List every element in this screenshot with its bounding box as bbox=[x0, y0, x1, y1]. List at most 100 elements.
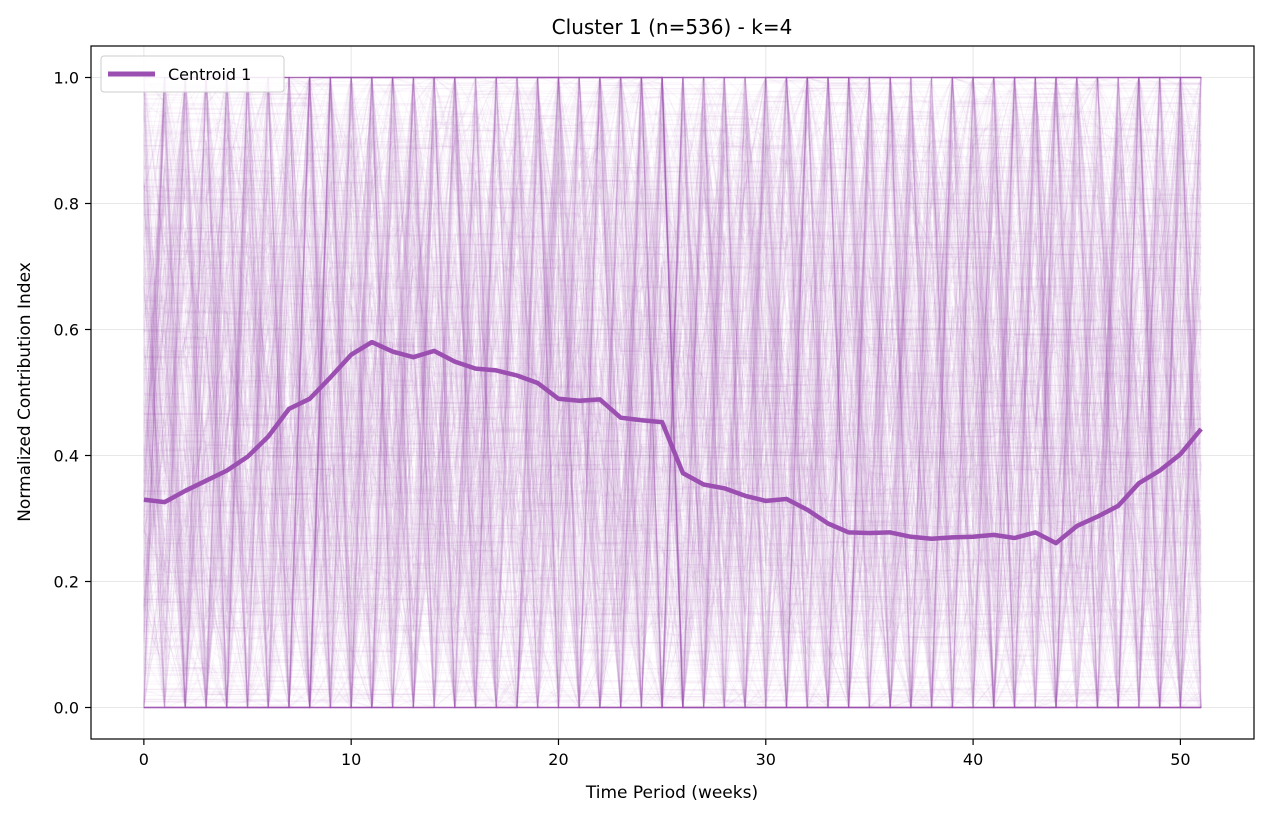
centroid-1-line bbox=[143, 339, 1203, 546]
individual-series-line bbox=[143, 76, 1202, 708]
individual-series-line bbox=[143, 75, 1202, 709]
individual-series-line bbox=[143, 76, 1202, 709]
individual-series-line bbox=[143, 76, 1202, 709]
individual-series-line bbox=[143, 76, 1202, 709]
y-axis-label: Normalized Contribution Index bbox=[15, 262, 35, 522]
individual-series-line bbox=[143, 76, 1202, 709]
individual-series-line bbox=[143, 77, 1202, 709]
individual-series-line bbox=[143, 76, 1202, 709]
individual-series-line bbox=[143, 76, 1202, 708]
individual-series-line bbox=[143, 76, 1202, 709]
individual-series-line bbox=[143, 76, 1202, 708]
individual-series-line bbox=[143, 76, 1202, 709]
individual-series-line bbox=[143, 76, 1202, 709]
individual-series-line bbox=[143, 76, 1202, 709]
individual-series-line bbox=[143, 77, 1202, 661]
individual-series-line bbox=[143, 76, 1202, 709]
individual-series-line bbox=[143, 77, 1202, 709]
individual-series-line bbox=[143, 76, 1202, 708]
individual-series-line bbox=[143, 77, 1202, 709]
individual-series-line bbox=[143, 76, 1202, 709]
individual-series-line bbox=[143, 76, 1202, 709]
individual-series-line bbox=[143, 75, 1202, 709]
individual-series-line bbox=[143, 76, 1202, 709]
individual-series-line bbox=[143, 77, 1202, 709]
individual-series-line bbox=[143, 76, 1202, 709]
individual-series-line bbox=[143, 76, 1202, 709]
individual-series-line bbox=[143, 77, 1202, 709]
individual-series-line bbox=[143, 76, 1202, 709]
individual-series-line bbox=[143, 76, 1202, 709]
y-tick-label: 0.4 bbox=[54, 447, 79, 466]
individual-series-lines bbox=[143, 75, 1202, 710]
individual-series-line bbox=[143, 76, 1202, 709]
individual-series-line bbox=[143, 76, 1202, 710]
individual-series-line bbox=[143, 77, 1202, 708]
individual-series-line bbox=[143, 76, 1202, 709]
individual-series-line bbox=[143, 76, 1202, 709]
individual-series-line bbox=[143, 76, 1202, 709]
individual-series-line bbox=[143, 77, 1202, 708]
individual-series-line bbox=[143, 76, 1202, 709]
individual-series-line bbox=[143, 76, 1202, 709]
individual-series-line bbox=[143, 76, 1202, 709]
individual-series-line bbox=[143, 76, 1202, 709]
individual-series-line bbox=[143, 156, 1202, 709]
individual-series-line bbox=[143, 76, 1202, 710]
individual-series-line bbox=[143, 77, 1202, 708]
individual-series-line bbox=[143, 109, 1202, 709]
individual-series-line bbox=[143, 76, 1202, 708]
individual-series-line bbox=[143, 76, 1202, 709]
individual-series-line bbox=[143, 76, 1202, 709]
individual-series-line bbox=[143, 77, 1202, 709]
individual-series-line bbox=[143, 76, 1202, 709]
individual-series-line bbox=[143, 76, 1202, 709]
individual-series-line bbox=[143, 116, 1202, 708]
individual-series-line bbox=[143, 76, 1202, 709]
individual-series-line bbox=[143, 76, 1202, 709]
individual-series-line bbox=[143, 76, 1202, 709]
individual-series-line bbox=[143, 82, 1202, 709]
individual-series-line bbox=[143, 77, 1202, 709]
plot-frame bbox=[90, 45, 1255, 740]
individual-series-line bbox=[143, 77, 1202, 709]
individual-series-line bbox=[143, 77, 1202, 708]
individual-series-line bbox=[143, 88, 1202, 709]
individual-series-line bbox=[143, 77, 1202, 709]
individual-series-line bbox=[143, 76, 1202, 709]
individual-series-line bbox=[143, 77, 1202, 708]
individual-series-line bbox=[143, 75, 1202, 693]
individual-series-line bbox=[143, 76, 1202, 709]
individual-series-line bbox=[143, 76, 1202, 709]
individual-series-line bbox=[143, 75, 1202, 709]
individual-series-line bbox=[143, 76, 1202, 652]
individual-series-line bbox=[143, 76, 1202, 685]
individual-series-line bbox=[143, 76, 1202, 709]
individual-series-line bbox=[143, 80, 1202, 709]
individual-series-line bbox=[143, 76, 1202, 709]
individual-series-line bbox=[143, 77, 1202, 709]
y-tick-label: 0.0 bbox=[54, 699, 79, 718]
individual-series-line bbox=[143, 76, 1202, 709]
individual-series-line bbox=[143, 76, 1202, 709]
individual-series-line bbox=[143, 76, 1202, 708]
individual-series-line bbox=[143, 76, 1202, 709]
individual-series-line bbox=[143, 76, 1202, 709]
individual-series-line bbox=[143, 76, 1202, 709]
individual-series-line bbox=[143, 76, 1202, 709]
individual-series-line bbox=[143, 88, 1202, 708]
individual-series-line bbox=[143, 76, 1202, 709]
individual-series-line bbox=[143, 76, 1202, 709]
individual-series-line bbox=[143, 77, 1202, 709]
individual-series-line bbox=[143, 76, 1202, 710]
individual-series-line bbox=[143, 76, 1202, 708]
individual-series-line bbox=[143, 76, 1202, 709]
individual-series-line bbox=[143, 76, 1202, 691]
individual-series-line bbox=[143, 76, 1202, 709]
individual-series-line bbox=[143, 77, 1202, 709]
individual-series-line bbox=[143, 76, 1202, 709]
individual-series-line bbox=[143, 76, 1202, 709]
individual-series-line bbox=[143, 77, 1202, 709]
individual-series-line bbox=[143, 76, 1202, 709]
individual-series-line bbox=[143, 76, 1202, 709]
